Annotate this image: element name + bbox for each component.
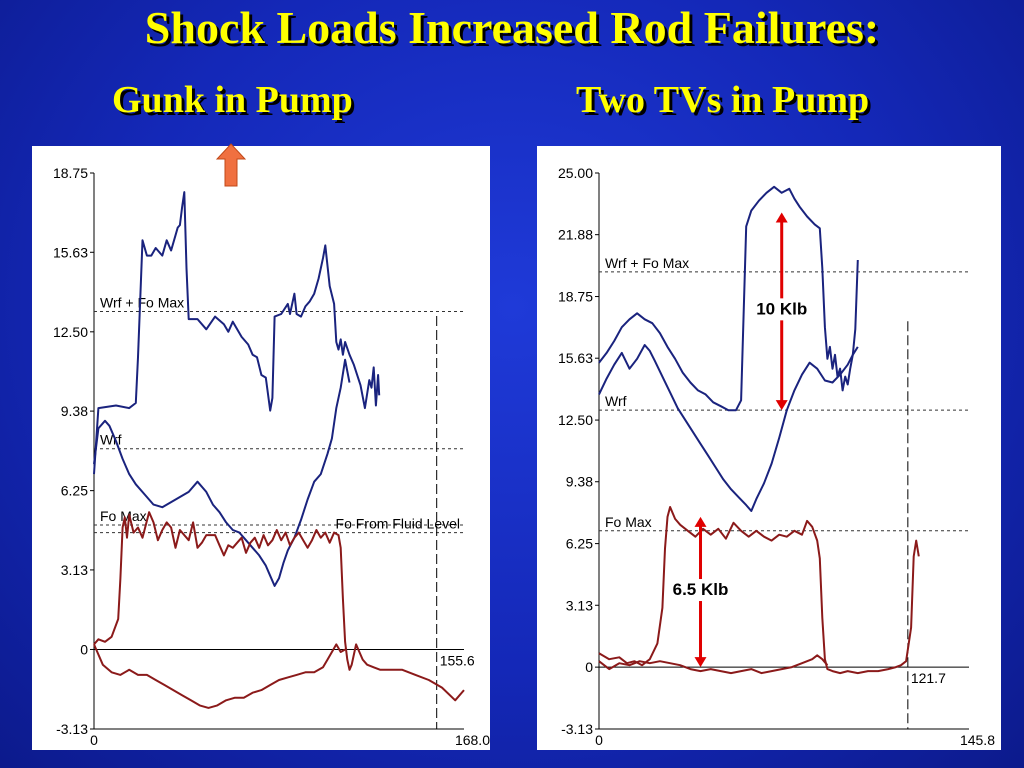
y-tick-label: 18.75 — [558, 289, 593, 305]
y-tick-label: 6.25 — [61, 483, 88, 499]
y-tick-label: -3.13 — [56, 721, 88, 737]
y-tick-label: 9.38 — [61, 403, 88, 419]
reference-line-label: Wrf + Fo Max — [605, 255, 689, 271]
y-tick-label: 12.50 — [53, 324, 88, 340]
y-tick-label: 21.88 — [558, 227, 593, 243]
y-tick-label: 6.25 — [566, 536, 593, 552]
annotation-label-bg — [751, 298, 812, 321]
annotation-arrowhead — [775, 212, 788, 223]
chart-panel-gunk: 18.75 15.63 12.50 9.38 6.25 3.13 0 -3.13 0 168.0 W… — [32, 146, 490, 750]
y-tick-label: 0 — [585, 659, 593, 675]
series-line — [598, 344, 859, 512]
series-line — [93, 511, 465, 702]
y-tick-label: 25.00 — [558, 165, 593, 181]
y-tick-label: 3.13 — [61, 562, 88, 578]
x-tick-label: 0 — [595, 732, 603, 748]
annotation-arrowhead — [694, 657, 707, 668]
slide-title: Shock Loads Increased Rod Failures: — [144, 2, 880, 53]
annotation-label-bg — [670, 579, 731, 602]
y-tick-label: 15.63 — [53, 244, 88, 260]
y-tick-label: 3.13 — [566, 597, 593, 613]
y-tick-label: -3.13 — [561, 721, 593, 737]
series-line — [93, 191, 381, 475]
x-tick-label: 168.0 — [455, 732, 490, 748]
reference-line-label: Wrf — [605, 393, 627, 409]
y-tick-label: 18.75 — [53, 165, 88, 181]
series-line — [598, 654, 829, 675]
annotation-label: 6.5 Klb — [673, 580, 729, 599]
y-tick-label: 12.50 — [558, 412, 593, 428]
up-arrow-icon — [216, 143, 246, 187]
series-line — [598, 185, 859, 412]
annotation-arrowhead — [775, 400, 788, 411]
chart-two-tvs-in-pump: 25.0021.8818.7515.6312.509.386.253.130-3… — [558, 165, 995, 748]
reference-line-label: Fo Max — [605, 514, 652, 530]
vertical-marker-label: 155.6 — [440, 652, 475, 668]
chart-panel-two-tvs: 25.00 21.88 18.75 15.63 12.50 9.38 6.25 3.13 0 -3… — [537, 146, 1001, 750]
series-line — [93, 643, 346, 709]
subtitle-two-tvs-in-pump: Two TVs in Pump — [576, 79, 870, 121]
subtitle-gunk-in-pump: Gunk in Pump — [112, 79, 353, 121]
annotation-arrowhead — [694, 516, 707, 527]
x-tick-label: 0 — [90, 732, 98, 748]
series-line — [93, 358, 351, 587]
vertical-marker-label: 121.7 — [911, 670, 946, 686]
x-tick-label: 145.8 — [960, 732, 995, 748]
reference-line-label: Fo Max — [100, 508, 147, 524]
reference-line-label: Wrf + Fo Max — [100, 294, 184, 310]
series-line — [598, 506, 920, 675]
y-tick-label: 9.38 — [566, 474, 593, 490]
y-tick-label: 15.63 — [558, 350, 593, 366]
annotation-label: 10 Klb — [756, 299, 807, 318]
y-tick-label: 0 — [80, 641, 88, 657]
reference-line-label: Fo From Fluid Level — [336, 516, 460, 532]
